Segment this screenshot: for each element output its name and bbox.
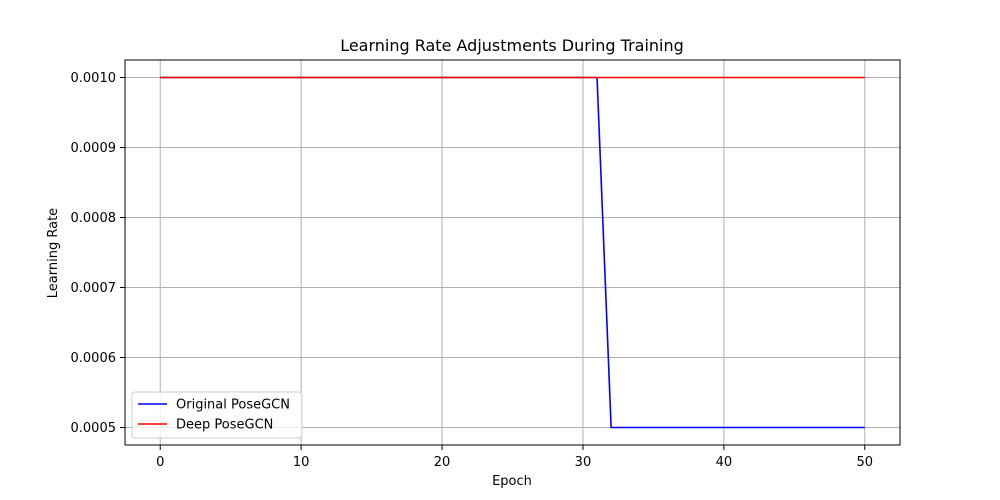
y-axis-label: Learning Rate [46, 208, 61, 298]
y-tick-label: 0.0009 [71, 141, 117, 156]
y-tick-label: 0.0007 [71, 281, 117, 296]
tick-label-layer: 0 10 20 30 40 50 0.0005 0.0006 0.0007 0.0008 0.000… [71, 71, 874, 470]
x-tick-label: 0 [156, 455, 164, 470]
x-axis-label: Epoch [492, 474, 532, 489]
x-tick-label: 10 [293, 455, 310, 470]
y-tick-label: 0.0008 [71, 211, 117, 226]
legend-label: Deep PoseGCN [176, 418, 273, 433]
legend-box [131, 391, 303, 439]
axes-layer [120, 59, 901, 450]
legend: Original PoseGCN Deep PoseGCN [131, 391, 303, 439]
chart-title: Learning Rate Adjustments During Trainin… [340, 36, 684, 55]
x-tick-label: 30 [575, 455, 592, 470]
x-tick-label: 50 [856, 455, 873, 470]
legend-label: Original PoseGCN [176, 398, 290, 413]
y-tick-label: 0.0006 [71, 351, 117, 366]
x-tick-label: 20 [434, 455, 451, 470]
x-tick-label: 40 [716, 455, 733, 470]
plot-frame [124, 59, 901, 446]
y-tick-label: 0.0005 [71, 421, 117, 436]
y-tick-label: 0.0010 [71, 71, 117, 86]
series-layer [160, 76, 865, 429]
